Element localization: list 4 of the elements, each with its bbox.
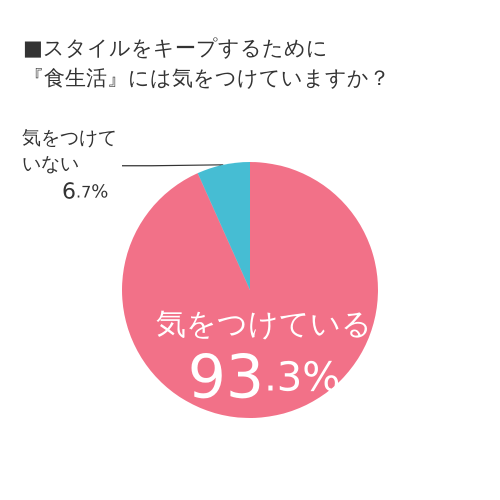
slice-label: 気をつけている [156,307,372,342]
data-label: 6.7% [62,180,108,204]
slice-label: 気をつけていない [22,127,117,175]
chart-title: ■スタイルをキープするために『食生活』には気をつけていますか？ [23,36,390,90]
